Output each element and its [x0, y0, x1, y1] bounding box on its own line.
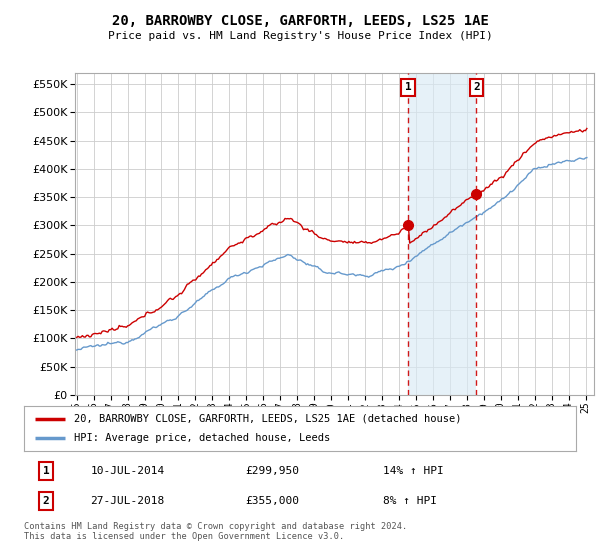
Text: 20, BARROWBY CLOSE, GARFORTH, LEEDS, LS25 1AE: 20, BARROWBY CLOSE, GARFORTH, LEEDS, LS2…	[112, 14, 488, 28]
Text: 27-JUL-2018: 27-JUL-2018	[90, 496, 164, 506]
Text: £299,950: £299,950	[245, 466, 299, 476]
Text: 20, BARROWBY CLOSE, GARFORTH, LEEDS, LS25 1AE (detached house): 20, BARROWBY CLOSE, GARFORTH, LEEDS, LS2…	[74, 413, 461, 423]
Text: Price paid vs. HM Land Registry's House Price Index (HPI): Price paid vs. HM Land Registry's House …	[107, 31, 493, 41]
Text: 1: 1	[43, 466, 49, 476]
Text: Contains HM Land Registry data © Crown copyright and database right 2024.
This d: Contains HM Land Registry data © Crown c…	[24, 522, 407, 542]
Text: 2: 2	[473, 82, 480, 92]
Text: 14% ↑ HPI: 14% ↑ HPI	[383, 466, 443, 476]
Bar	[408, 73, 476, 395]
Text: HPI: Average price, detached house, Leeds: HPI: Average price, detached house, Leed…	[74, 433, 330, 444]
Text: 10-JUL-2014: 10-JUL-2014	[90, 466, 164, 476]
Text: 1: 1	[404, 82, 412, 92]
Text: £355,000: £355,000	[245, 496, 299, 506]
Text: 2: 2	[43, 496, 49, 506]
Text: 8% ↑ HPI: 8% ↑ HPI	[383, 496, 437, 506]
